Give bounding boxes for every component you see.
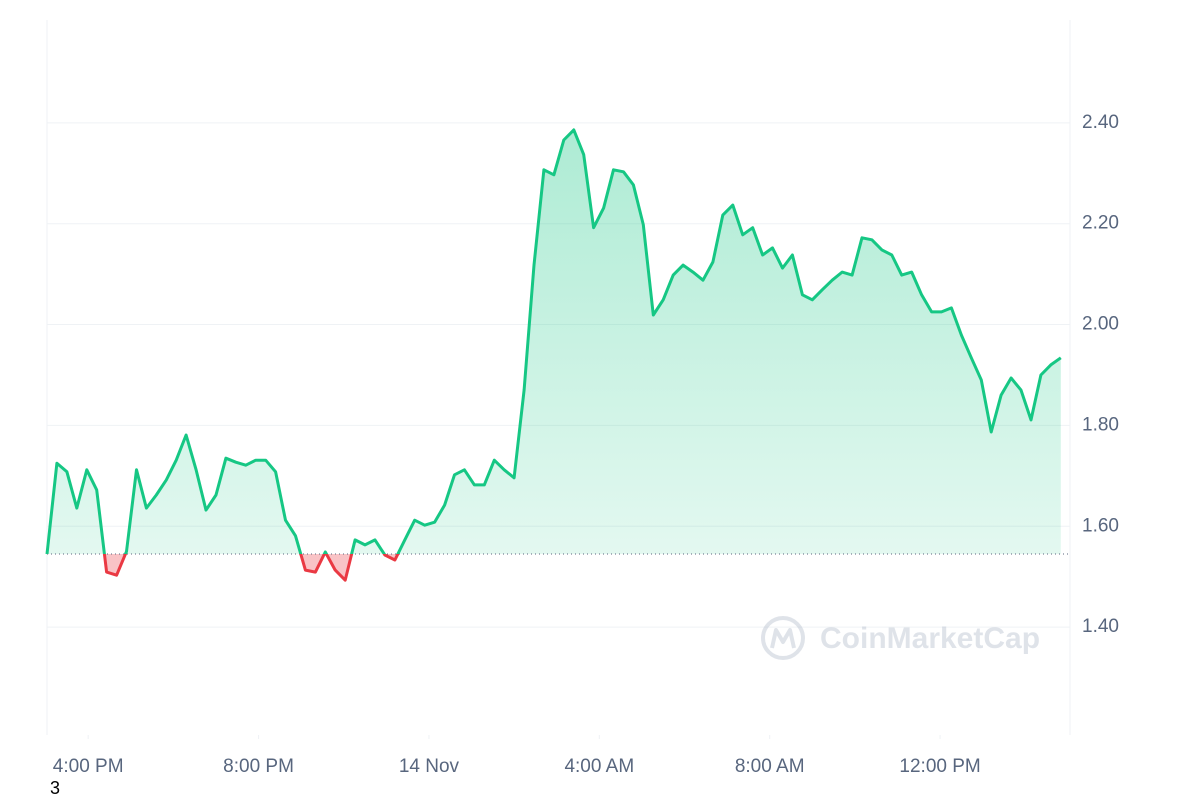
area-up — [47, 129, 1061, 554]
x-tick-label: 4:00 PM — [53, 756, 124, 777]
x-tick-label: 8:00 AM — [735, 756, 805, 777]
x-tick-label: 4:00 AM — [564, 756, 634, 777]
x-tick-label: 8:00 PM — [223, 756, 294, 777]
y-tick-label: 2.40 — [1082, 112, 1119, 133]
watermark-text: CoinMarketCap — [820, 622, 1040, 655]
y-tick-label: 1.40 — [1082, 616, 1119, 637]
y-tick-label: 2.00 — [1082, 314, 1119, 335]
watermark: CoinMarketCap — [761, 616, 1040, 660]
price-line-up — [45, 128, 1062, 554]
x-tick-label: 14 Nov — [399, 756, 460, 777]
y-tick-label: 2.20 — [1082, 213, 1119, 234]
x-tick-label: 12:00 PM — [899, 756, 980, 777]
page-label: 3 — [50, 778, 60, 798]
y-tick-label: 1.80 — [1082, 414, 1119, 435]
y-tick-label: 1.60 — [1082, 515, 1119, 536]
